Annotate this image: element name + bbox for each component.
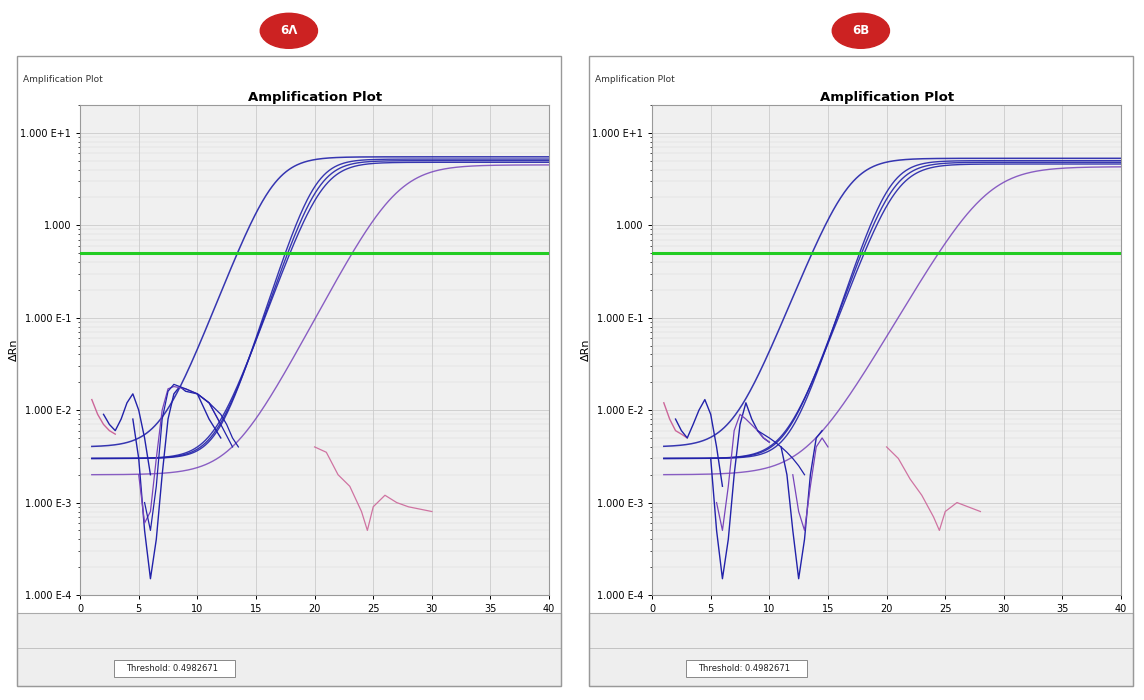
Text: Color: Well: Color: Well: [950, 633, 994, 641]
Text: 6Λ: 6Λ: [280, 25, 297, 37]
Text: ▼: ▼: [452, 634, 458, 640]
Text: ▼: ▼: [664, 666, 669, 671]
Text: ▼: ▼: [217, 634, 223, 640]
Text: Amplification Plot: Amplification Plot: [595, 75, 675, 84]
Text: Y Axis: Log: Y Axis: Log: [595, 664, 641, 673]
Text: ▼: ▼: [789, 634, 795, 640]
Text: Amplification Plot: Amplification Plot: [23, 75, 103, 84]
Text: ▼: ▼: [1024, 634, 1030, 640]
Text: Plot: ΔRn vs. Cycle: Plot: ΔRn vs. Cycle: [235, 633, 313, 641]
Text: Y Axis: Log: Y Axis: Log: [23, 664, 69, 673]
Title: Amplification Plot: Amplification Plot: [247, 91, 382, 104]
Text: ▼: ▼: [360, 634, 366, 640]
Text: Detector: KAPA SYBR Fast qPCR: Detector: KAPA SYBR Fast qPCR: [23, 633, 156, 641]
Text: Threshold: 0.4982671: Threshold: 0.4982671: [698, 664, 789, 673]
Text: ▼: ▼: [932, 634, 938, 640]
Text: ▼: ▼: [92, 666, 97, 671]
Title: Amplification Plot: Amplification Plot: [819, 91, 954, 104]
Text: Plot: ΔRn vs. Cycle: Plot: ΔRn vs. Cycle: [807, 633, 885, 641]
Text: Color: Well: Color: Well: [378, 633, 422, 641]
Y-axis label: ΔRn: ΔRn: [9, 339, 18, 361]
Y-axis label: ΔRn: ΔRn: [581, 339, 590, 361]
X-axis label: Cycle: Cycle: [297, 620, 332, 629]
X-axis label: Cycle: Cycle: [869, 620, 904, 629]
Text: 6B: 6B: [852, 25, 869, 37]
Text: Threshold: 0.4982671: Threshold: 0.4982671: [126, 664, 217, 673]
Text: Detector: KAPA SYBR Fast qPCR: Detector: KAPA SYBR Fast qPCR: [595, 633, 728, 641]
